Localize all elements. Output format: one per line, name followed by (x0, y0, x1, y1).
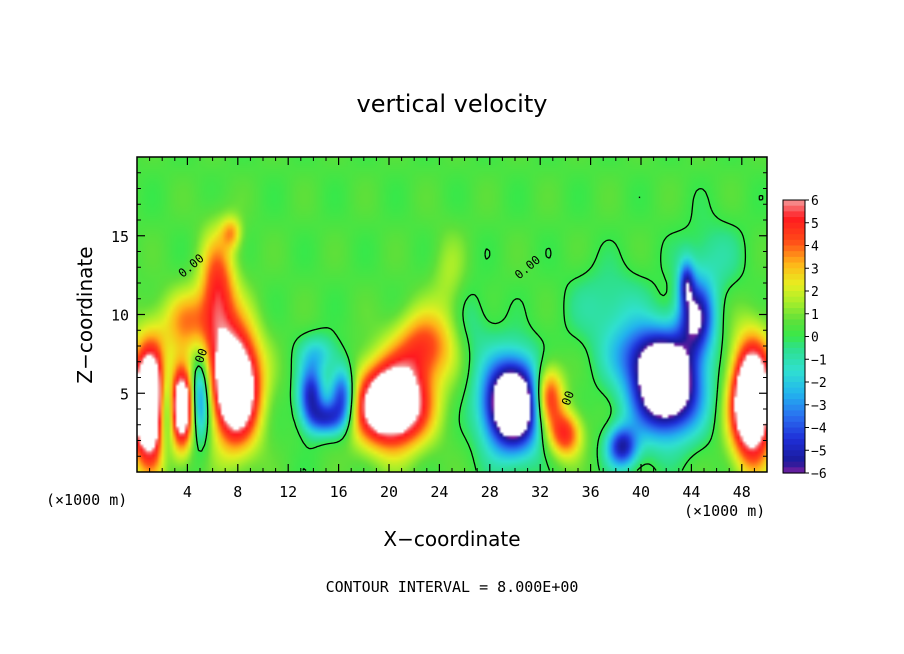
y-tick-label: 10 (111, 307, 129, 325)
x-tick-label: 4 (183, 483, 192, 501)
colorbar-swatch (783, 364, 805, 372)
colorbar-swatch (783, 370, 805, 377)
x-tick-label: 8 (233, 483, 242, 501)
colorbar-swatch (783, 387, 805, 394)
colorbar-swatch (783, 342, 805, 349)
colorbar-swatch (783, 444, 805, 451)
colorbar-swatch (783, 393, 805, 400)
colorbar-swatch (783, 211, 805, 218)
colorbar-swatch (783, 421, 805, 429)
colorbar-swatch (783, 268, 805, 275)
colorbar-swatch (783, 461, 805, 468)
colorbar-swatch (783, 330, 805, 338)
x-tick-label: 48 (733, 483, 751, 501)
colorbar-swatch (783, 251, 805, 258)
colorbar-tick-labels: 6 5 4 3 2 1 0 −1 −2 −3 −4 −5 −6 (805, 194, 827, 482)
colorbar-swatch (783, 427, 805, 434)
colorbar-swatch (783, 256, 805, 264)
contour-label: 00 (192, 346, 210, 364)
colorbar-tick-label: −2 (811, 376, 827, 391)
colorbar-swatch (783, 262, 805, 269)
colorbar-swatch (783, 313, 805, 321)
x-tick-label: 32 (531, 483, 549, 501)
colorbar-tick-label: −6 (811, 467, 827, 482)
colorbar-swatch (783, 234, 805, 241)
x-tick-label: 44 (682, 483, 700, 501)
colorbar-swatch (783, 205, 805, 212)
colorbar-swatch (783, 245, 805, 252)
plot-area (137, 157, 767, 472)
colorbar-swatch (783, 200, 805, 207)
colorbar-swatch (783, 438, 805, 446)
y-tick-label: 5 (120, 385, 129, 403)
heatmap-field (137, 157, 767, 472)
colorbar-swatch (783, 455, 805, 463)
x-axis-label: X−coordinate (383, 527, 520, 551)
colorbar-swatch (783, 239, 805, 247)
colorbar-swatch (783, 222, 805, 230)
colorbar-swatch (783, 347, 805, 355)
colorbar-swatch (783, 382, 805, 389)
colorbar-swatch (783, 410, 805, 417)
colorbar-swatch (783, 433, 805, 440)
x-axis-ticks: 4 8 12 16 20 24 28 32 36 40 44 48 (149, 157, 755, 501)
colorbar-tick-label: 4 (811, 240, 819, 255)
colorbar-swatch (783, 376, 805, 383)
colorbar-swatch (783, 273, 805, 281)
colorbar-tick-label: −5 (811, 444, 827, 459)
y-axis-ticks: 5 10 15 (111, 172, 767, 457)
colorbar-tick-label: −3 (811, 399, 827, 414)
colorbar-swatch (783, 399, 805, 406)
colorbar-swatch (783, 279, 805, 286)
x-axis-unit-right: (×1000 m) (684, 502, 765, 520)
y-axis-label: Z−coordinate (73, 246, 97, 383)
x-tick-label: 40 (632, 483, 650, 501)
colorbar-tick-label: −1 (811, 353, 827, 368)
chart-title: vertical velocity (357, 90, 548, 118)
colorbar-tick-label: 2 (811, 285, 819, 300)
colorbar-swatch (783, 308, 805, 315)
x-axis-unit-left: (×1000 m) (46, 491, 127, 509)
contour-label: 00 (559, 389, 577, 407)
contour-interval-note: CONTOUR INTERVAL = 8.000E+00 (326, 578, 579, 596)
colorbar-tick-label: 1 (811, 308, 819, 323)
colorbar-swatch (783, 291, 805, 298)
colorbar-tick-label: 5 (811, 217, 819, 232)
x-tick-label: 12 (279, 483, 297, 501)
colorbar-swatch (783, 217, 805, 224)
colorbar-swatch (783, 336, 805, 343)
colorbar-tick-label: −4 (811, 422, 827, 437)
x-tick-label: 36 (582, 483, 600, 501)
colorbar-swatch (783, 296, 805, 303)
x-tick-label: 28 (481, 483, 499, 501)
colorbar-swatch (783, 319, 805, 326)
colorbar-swatch (783, 302, 805, 309)
x-tick-label: 16 (330, 483, 348, 501)
colorbar-swatch (783, 285, 805, 292)
zero-contour (193, 187, 764, 472)
colorbar-swatch (783, 353, 805, 360)
x-tick-label: 24 (430, 483, 448, 501)
y-tick-label: 15 (111, 228, 129, 246)
colorbar-swatch (783, 450, 805, 457)
colorbar-swatch (783, 467, 805, 474)
colorbar-tick-label: 6 (811, 194, 819, 209)
colorbar-tick-label: 3 (811, 262, 819, 277)
colorbar-swatch (783, 404, 805, 412)
colorbar-swatch (783, 359, 805, 366)
colorbar-tick-label: 0 (811, 331, 819, 346)
colorbar-swatch (783, 228, 805, 235)
zero-contour-layer (193, 187, 764, 472)
colorbar-swatch (783, 325, 805, 332)
x-tick-label: 20 (380, 483, 398, 501)
colorbar (782, 199, 806, 474)
colorbar-swatch (783, 416, 805, 423)
